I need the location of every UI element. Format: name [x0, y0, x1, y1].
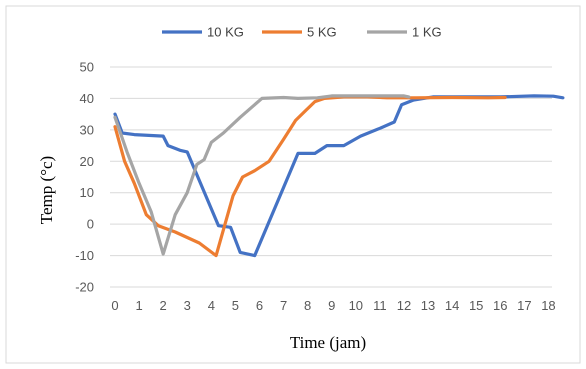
y-tick-label: 10	[80, 185, 94, 200]
x-tick-label: 9	[328, 298, 335, 313]
legend-label: 1 KG	[412, 25, 442, 40]
x-tick-label: 10	[349, 298, 363, 313]
x-tick-label: 6	[256, 298, 263, 313]
y-tick-label: 40	[80, 91, 94, 106]
y-tick-label: 0	[87, 217, 94, 232]
x-tick-label: 8	[304, 298, 311, 313]
x-tick-label: 3	[184, 298, 191, 313]
x-tick-label: 4	[208, 298, 215, 313]
y-tick-label: -20	[75, 280, 94, 295]
x-tick-label: 7	[280, 298, 287, 313]
chart-border	[5, 5, 581, 364]
y-tick-label: 50	[80, 60, 94, 75]
x-tick-label: 16	[493, 298, 507, 313]
x-tick-label: 1	[135, 298, 142, 313]
series-line-1-kg	[113, 94, 411, 256]
y-tick-label: 30	[80, 122, 94, 137]
x-tick-label: 12	[397, 298, 411, 313]
x-axis-ticks: 0 1 2 3 4 5 6 7 8 9 10 11 12 13 14 15 16 17 18	[111, 298, 555, 313]
y-axis-title: Temp (°c)	[37, 156, 56, 224]
y-tick-label: 20	[80, 154, 94, 169]
x-tick-label: 15	[469, 298, 483, 313]
x-tick-label: 11	[373, 298, 387, 313]
x-axis-title: Time (jam)	[290, 333, 366, 352]
y-tick-label: -10	[75, 248, 94, 263]
legend: 10 KG 5 KG 1 KG	[162, 25, 442, 40]
y-axis-ticks: -20 -10 0 10 20 30 40 50	[75, 60, 94, 295]
x-tick-label: 5	[232, 298, 239, 313]
x-tick-label: 0	[111, 298, 118, 313]
x-tick-label: 18	[541, 298, 555, 313]
x-tick-label: 14	[445, 298, 459, 313]
series-line-5-kg	[113, 95, 507, 258]
x-tick-label: 2	[160, 298, 167, 313]
series-lines	[113, 94, 565, 258]
legend-label: 5 KG	[307, 25, 337, 40]
x-tick-label: 17	[517, 298, 531, 313]
legend-label: 10 KG	[207, 25, 244, 40]
x-tick-label: 13	[421, 298, 435, 313]
